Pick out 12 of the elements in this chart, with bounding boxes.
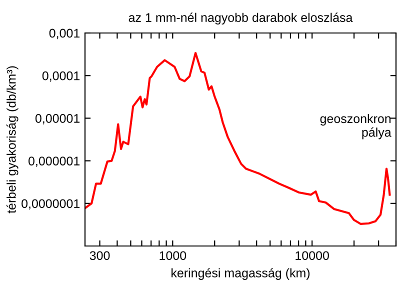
y-tick-label: 0,001 [49,28,80,40]
y-tick-label: 0,00001 [35,114,80,124]
annotation: geoszonkron pálya [320,114,392,140]
y-tick-label: 0,0001 [42,71,80,82]
x-axis-title: keringési magasság (km) [172,268,310,280]
x-tick-label: 300 [90,251,110,260]
y-axis-title: térbeli gyakoriság (db/km³) [6,66,18,214]
x-tick-label: 1000 [160,251,186,260]
x-tick-label: 10000 [296,251,329,260]
chart-title: az 1 mm-nél nagyobb darabok eloszlása [128,12,353,24]
y-tick-label: 0,000001 [28,156,80,167]
y-tick-label: 0,0000001 [22,199,80,210]
